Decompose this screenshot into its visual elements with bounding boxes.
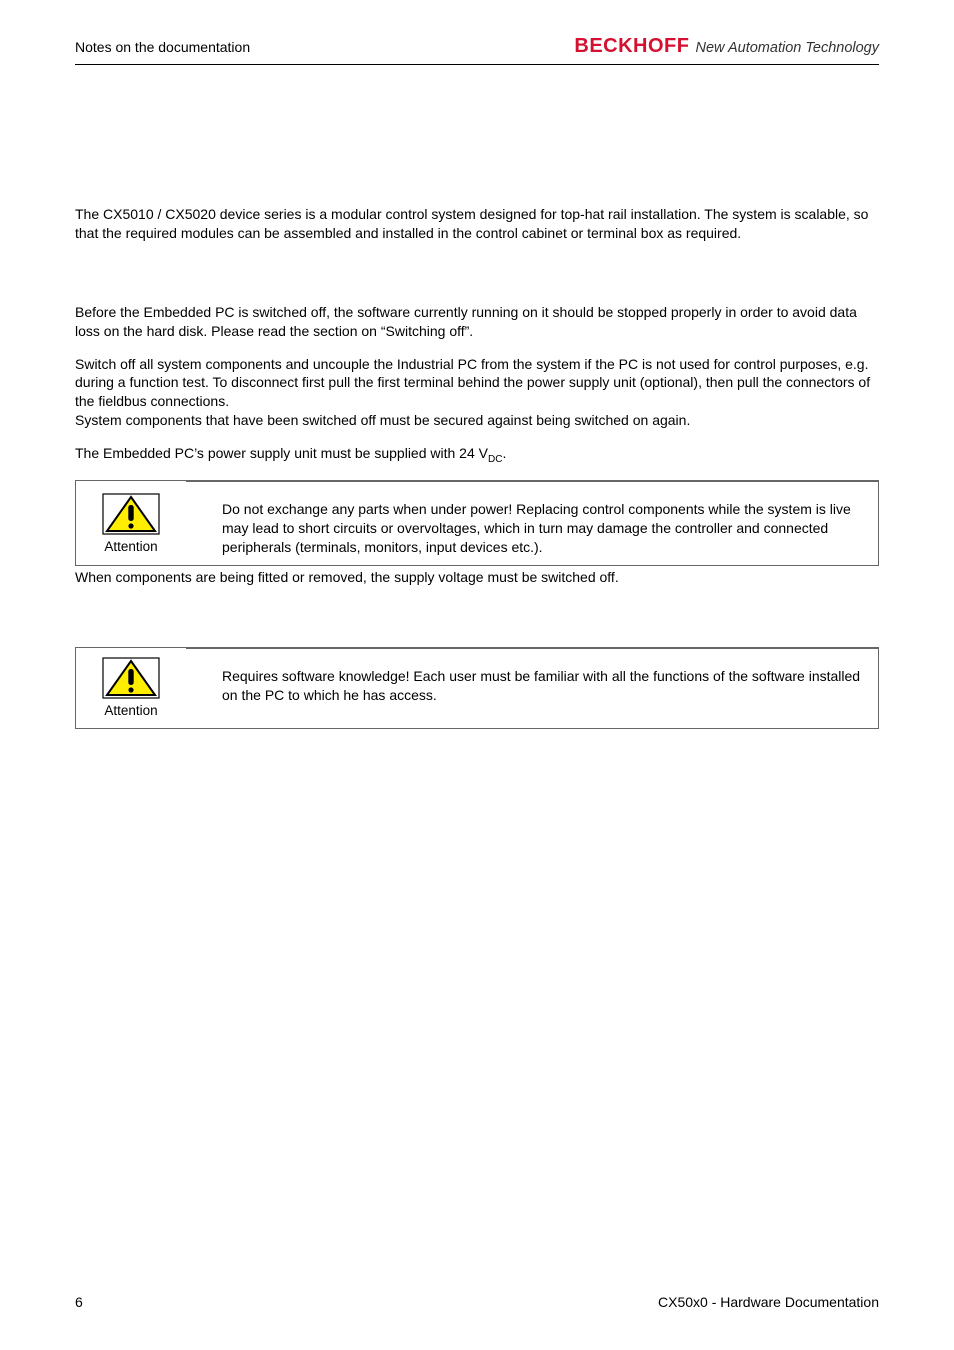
callout-body-column: Requires software knowledge! Each user m… (186, 648, 878, 728)
attention-callout-software: Attention Requires software knowledge! E… (75, 647, 879, 729)
callout-body-column: Do not exchange any parts when under pow… (186, 481, 878, 565)
voltage-subscript: DC (488, 454, 502, 465)
attention-icon (102, 657, 160, 699)
switch-off-paragraph-1: Before the Embedded PC is switched off, … (75, 303, 879, 341)
attention-icon (102, 493, 160, 535)
voltage-paragraph: The Embedded PC’s power supply unit must… (75, 444, 879, 466)
footer-doc-title: CX50x0 - Hardware Documentation (658, 1294, 879, 1310)
header-brand-block: BECKHOFF New Automation Technology (574, 35, 879, 58)
voltage-text-pre: The Embedded PC’s power supply unit must… (75, 445, 488, 461)
brand-logo-text: BECKHOFF (574, 35, 689, 58)
header-section-title: Notes on the documentation (75, 39, 250, 55)
brand-tagline: New Automation Technology (695, 40, 879, 56)
page-footer: 6 CX50x0 - Hardware Documentation (75, 1294, 879, 1310)
callout-icon-column: Attention (76, 481, 186, 565)
after-callout-paragraph: When components are being fitted or remo… (75, 568, 879, 587)
callout-label: Attention (104, 539, 157, 554)
switch-off-paragraph-2b: System components that have been switche… (75, 411, 879, 430)
page-header: Notes on the documentation BECKHOFF New … (75, 35, 879, 65)
intro-paragraph: The CX5010 / CX5020 device series is a m… (75, 205, 879, 243)
attention-callout-power: Attention Do not exchange any parts when… (75, 480, 879, 566)
callout-text: Do not exchange any parts when under pow… (186, 482, 878, 565)
callout-label: Attention (104, 703, 157, 718)
callout-text: Requires software knowledge! Each user m… (186, 649, 878, 713)
voltage-text-post: . (502, 445, 506, 461)
callout-icon-column: Attention (76, 648, 186, 728)
switch-off-paragraph-2: Switch off all system components and unc… (75, 355, 879, 412)
page-number: 6 (75, 1294, 83, 1310)
page-content: The CX5010 / CX5020 device series is a m… (75, 65, 879, 729)
